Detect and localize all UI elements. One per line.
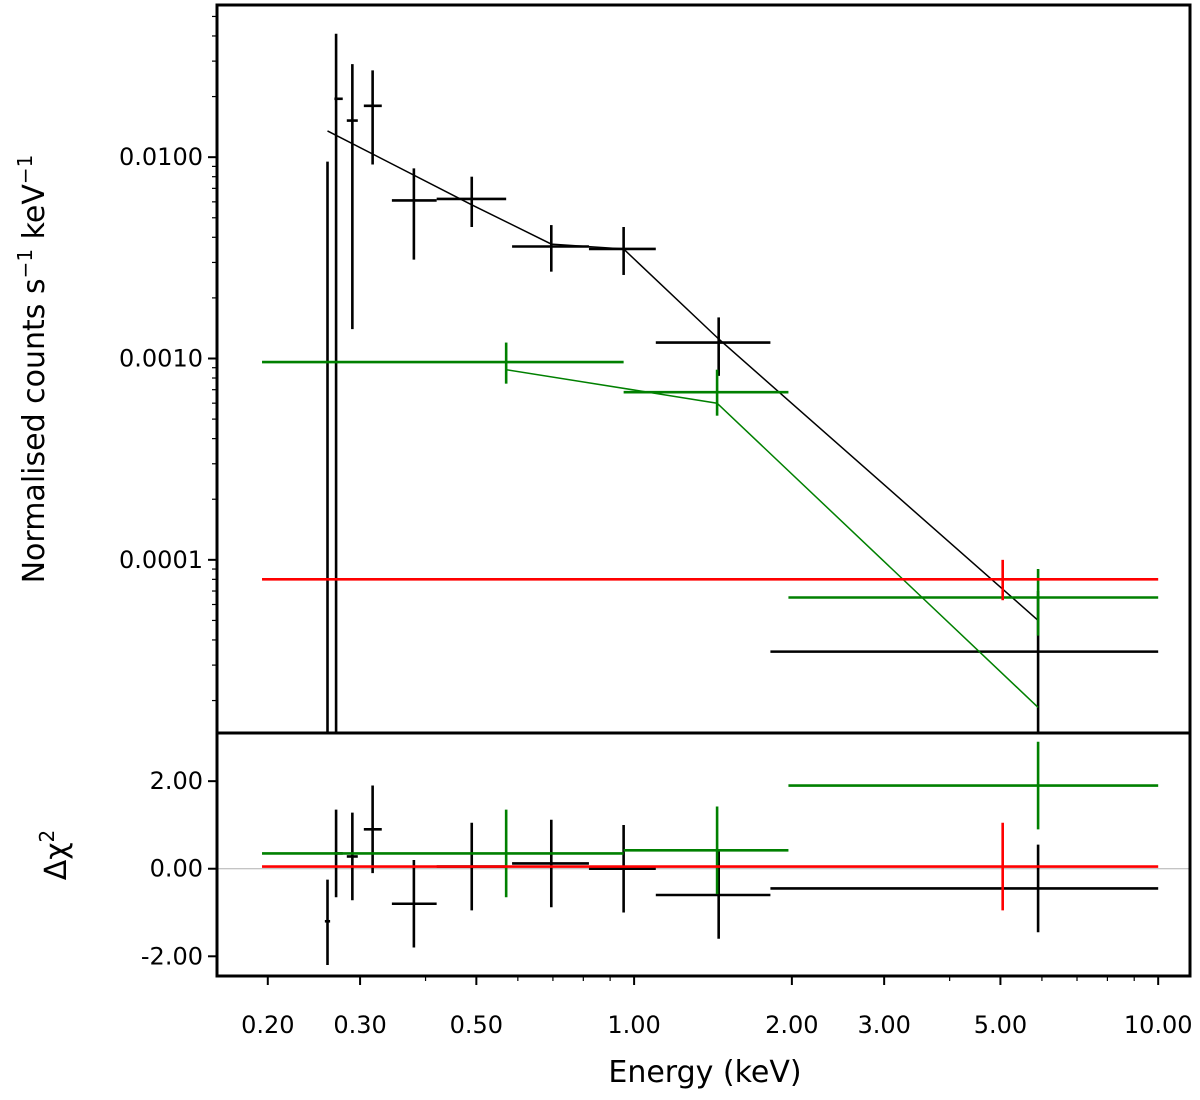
residual-point [655,851,771,939]
x-tick-label: 0.30 [333,1011,386,1039]
x-tick-label: 5.00 [974,1011,1027,1039]
data-point [512,225,589,272]
residuals-y-axis-label: Δχ2 [35,830,74,881]
spectrum-plot-area [262,33,1159,733]
y-label-text: Normalised counts s [17,278,52,583]
data-point [346,64,358,330]
y-tick-label: 0.0010 [119,345,203,373]
spectrum-y-axis-label: Normalised counts s−1 keV−1 [13,155,52,584]
residual-label-text: Δχ [39,842,74,880]
residual-y-tick-label: 2.00 [150,767,203,795]
data-point [655,317,771,376]
x-tick-label: 0.20 [241,1011,294,1039]
residual-point [346,812,358,901]
residual-point [324,879,331,966]
y-label-unit: keV [17,184,52,249]
x-tick-label: 2.00 [765,1011,818,1039]
residual-point [363,785,382,874]
y-label-exp-2: −1 [13,155,37,184]
y-label-exp-1: −1 [13,249,37,278]
residual-point [623,806,789,895]
x-tick-label: 0.50 [450,1011,503,1039]
residual-point [512,819,589,908]
residual-point [262,822,1159,911]
residuals-plot-area [217,741,1190,966]
residuals-frame [215,731,1192,978]
residual-label-exp: 2 [35,830,59,843]
residuals-ticks: 0.20 0.30 0.50 1.00 2.00 3.00 5.00 10.00 2.00 0.0… [141,767,1193,1039]
data-point [770,591,1159,733]
residual-point [262,809,624,898]
model-line-1 [506,368,1039,708]
model-line-0 [327,130,1039,621]
x-tick-label: 1.00 [607,1011,660,1039]
data-point [588,226,656,275]
residual-y-tick-label: 0.00 [150,855,203,883]
x-axis-label: Energy (keV) [608,1055,801,1090]
data-point [262,342,624,384]
spectrum-frame [215,3,1192,735]
y-tick-label: 0.0100 [119,143,203,171]
data-point [363,70,382,165]
residual-y-tick-label: -2.00 [141,942,203,970]
residual-point [770,844,1159,933]
data-point [391,168,437,260]
residuals-panel: 0.20 0.30 0.50 1.00 2.00 3.00 5.00 10.00 2.00 0.0… [35,731,1193,1090]
data-point [436,176,507,227]
y-tick-label: 0.0001 [119,546,203,574]
spectrum-y-ticks: 0.0100 0.0010 0.0001 [119,15,217,702]
residual-point [588,824,656,913]
x-tick-label: 10.00 [1124,1011,1193,1039]
x-tick-label: 3.00 [857,1011,910,1039]
residual-point [788,741,1159,830]
data-point [262,559,1159,601]
data-point [334,33,343,733]
residual-point [391,859,437,948]
data-point [623,369,789,416]
